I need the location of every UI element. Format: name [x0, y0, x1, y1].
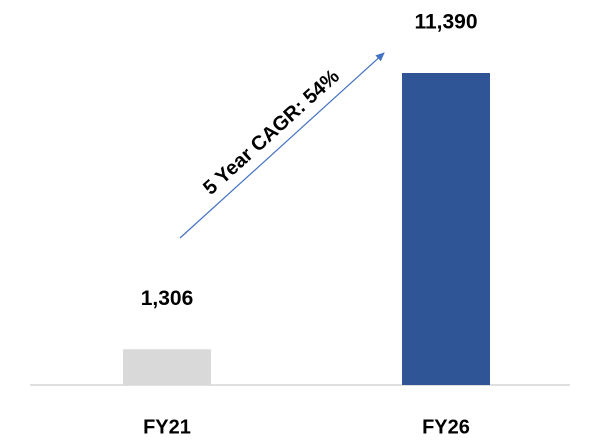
x-tick-label: FY21 — [143, 416, 191, 438]
cagr-annotation: 5 Year CAGR: 54% — [199, 65, 344, 199]
data-label: 11,390 — [414, 11, 477, 34]
bar — [123, 349, 211, 385]
data-label: 1,306 — [141, 287, 194, 310]
bar — [402, 73, 490, 385]
cagr-arrow — [179, 52, 385, 239]
x-tick-label: FY26 — [422, 416, 470, 438]
